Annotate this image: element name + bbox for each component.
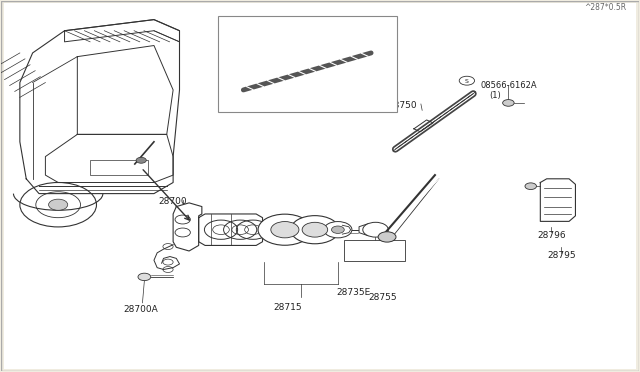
Circle shape [258, 214, 312, 245]
Text: 28700A: 28700A [124, 305, 159, 314]
Text: S: S [465, 78, 469, 84]
Text: 28700: 28700 [159, 197, 188, 206]
Text: 28110M: 28110M [358, 244, 392, 253]
Circle shape [302, 222, 328, 237]
Circle shape [363, 222, 388, 237]
Text: 28795M: 28795M [318, 96, 354, 105]
Bar [90, 160, 148, 175]
Circle shape [138, 273, 151, 280]
Circle shape [136, 157, 147, 163]
Bar [218, 16, 397, 112]
Text: ^287*0.5R: ^287*0.5R [584, 3, 627, 12]
Text: 28750: 28750 [388, 101, 417, 110]
Text: 28796: 28796 [537, 231, 566, 240]
Text: 28755: 28755 [368, 293, 397, 302]
Circle shape [291, 216, 339, 244]
Circle shape [332, 226, 344, 233]
Text: 28715: 28715 [274, 303, 302, 312]
Circle shape [378, 232, 396, 242]
Circle shape [49, 199, 68, 210]
Circle shape [271, 222, 299, 238]
Text: 28735E: 28735E [336, 288, 370, 297]
Text: 28795: 28795 [547, 251, 576, 260]
Bar [344, 240, 405, 262]
Circle shape [502, 100, 514, 106]
Text: REFILLS- WIPER BLADE: REFILLS- WIPER BLADE [259, 25, 355, 34]
Text: (1): (1) [490, 91, 502, 100]
Circle shape [324, 222, 352, 238]
Text: 08566-6162A: 08566-6162A [480, 81, 537, 90]
Circle shape [525, 183, 536, 190]
